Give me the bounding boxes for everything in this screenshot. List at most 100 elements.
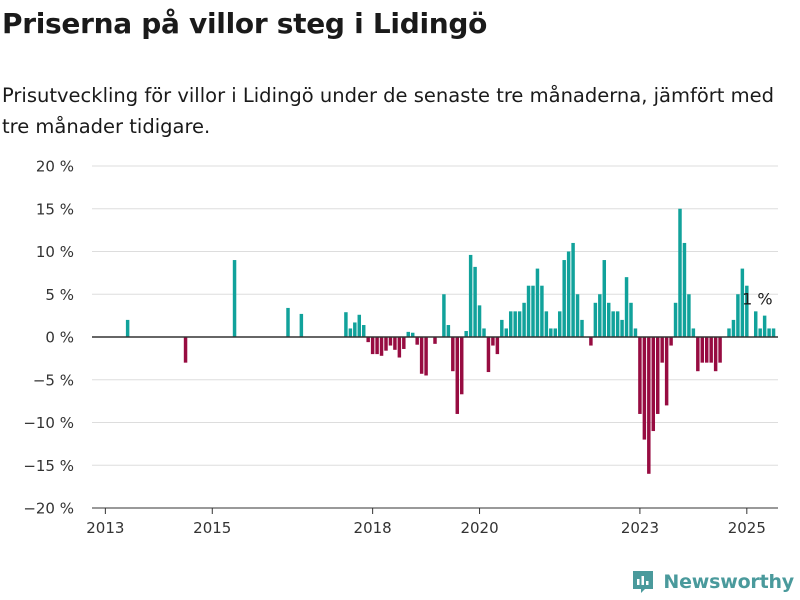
bar: [753, 311, 758, 337]
bar: [406, 331, 411, 337]
x-tick-label: 2015: [193, 519, 231, 537]
bar: [455, 337, 460, 414]
bar: [402, 337, 406, 349]
bar: [540, 285, 544, 337]
bar: [553, 328, 558, 337]
bar: [232, 260, 237, 337]
bar: [370, 337, 375, 355]
bar-chart: −20 % −15 % −10 % −5 % 0 % 5 % 10 % 15 % 20 % 201…: [23, 158, 778, 537]
bar: [655, 337, 660, 414]
bar: [598, 294, 602, 337]
bar: [491, 337, 495, 346]
bar: [361, 325, 366, 337]
bar: [566, 251, 571, 337]
bar: [286, 307, 290, 337]
bar: [593, 302, 598, 337]
bar: [629, 302, 633, 337]
bar: [758, 328, 762, 337]
y-tick-label: 0 %: [45, 329, 74, 347]
bar: [410, 332, 415, 337]
bar: [464, 331, 468, 337]
brand: Newsworthy: [631, 569, 794, 595]
bar: [504, 328, 509, 337]
bar: [393, 337, 397, 350]
bar: [419, 337, 424, 374]
chart-title: Priserna på villor steg i Lidingö: [2, 7, 488, 40]
bar: [473, 266, 477, 337]
bar: [442, 294, 446, 337]
bar: [727, 328, 731, 337]
newsworthy-logo-icon: [633, 571, 654, 593]
y-tick-label: 5 %: [45, 286, 74, 304]
bar: [740, 268, 745, 337]
bar: [678, 208, 682, 337]
bar: [664, 337, 669, 406]
bar: [745, 285, 749, 337]
bar: [691, 328, 696, 337]
bar: [366, 337, 370, 343]
bar: [375, 337, 379, 355]
y-tick-label: −20 %: [23, 500, 74, 518]
chart-subtitle: Prisutveckling för villor i Lidingö unde…: [2, 84, 775, 138]
bar: [535, 268, 540, 337]
bar: [424, 337, 428, 376]
brand-name: Newsworthy: [663, 571, 794, 593]
y-tick-label: 20 %: [36, 158, 74, 176]
bar: [348, 328, 353, 337]
bar: [571, 242, 575, 337]
bar: [397, 337, 402, 358]
bar: [602, 260, 607, 337]
bar: [615, 311, 620, 337]
bar: [589, 337, 593, 346]
bar: [731, 319, 736, 337]
bar: [557, 311, 562, 337]
bar: [388, 337, 393, 346]
y-tick-label: 10 %: [36, 243, 74, 261]
bar: [517, 311, 522, 337]
bar: [647, 337, 651, 474]
bar: [451, 337, 455, 372]
bar: [299, 313, 304, 337]
x-tick-label: 2023: [621, 519, 659, 537]
bar: [513, 311, 517, 337]
bar: [700, 337, 705, 363]
bar: [767, 328, 771, 337]
bar: [477, 305, 482, 337]
bar: [468, 254, 473, 337]
bar: [482, 328, 486, 337]
bar: [682, 242, 687, 337]
x-tick-label: 2018: [354, 519, 392, 537]
bar: [611, 311, 615, 337]
bar: [762, 315, 767, 337]
bar: [459, 337, 464, 395]
bar: [353, 322, 357, 337]
bar: [446, 325, 451, 337]
y-tick-label: −15 %: [23, 457, 74, 475]
bar: [384, 337, 388, 351]
bar: [357, 314, 362, 337]
bar: [669, 337, 673, 346]
bar: [696, 337, 700, 372]
bar: [736, 294, 740, 337]
bar: [633, 328, 638, 337]
bar: [433, 337, 437, 344]
bar: [549, 328, 553, 337]
bar: [687, 294, 691, 337]
bar: [575, 294, 580, 337]
bar: [713, 337, 718, 372]
bar: [771, 328, 776, 337]
bar: [500, 319, 504, 337]
bar: [415, 337, 419, 345]
bar: [544, 311, 549, 337]
value-annotation: 1 %: [742, 289, 772, 308]
bar: [718, 337, 722, 363]
bar: [522, 302, 526, 337]
y-tick-label: 15 %: [36, 200, 74, 218]
bar: [531, 285, 535, 337]
bar: [183, 337, 188, 363]
bar: [379, 337, 384, 356]
bar: [660, 337, 664, 363]
y-tick-label: −5 %: [33, 371, 74, 389]
bar: [673, 302, 678, 337]
bar: [704, 337, 709, 363]
